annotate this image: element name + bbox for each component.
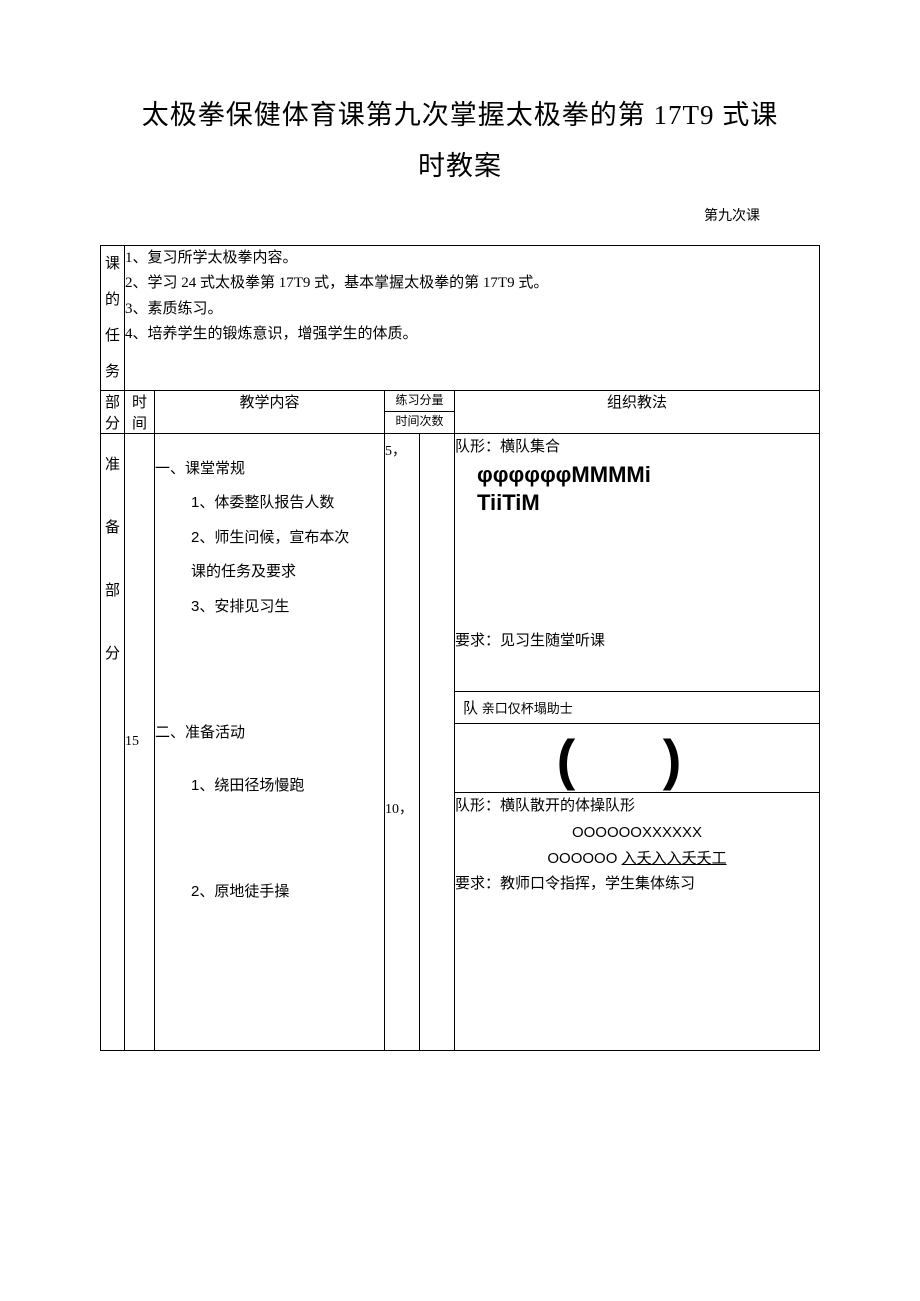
hdr-part: 部分 [101, 390, 125, 433]
method-sym1: φφφφφφMMMMi [455, 461, 819, 490]
method-ox2a: OOOOOO [547, 850, 621, 867]
task-label: 课 的 任 务 [105, 256, 120, 380]
method-m5: 要求：教师口令指挥，学生集体练习 [455, 871, 819, 898]
prep-char-3: 部 [105, 583, 120, 599]
hdr-amount: 练习分量 [385, 390, 455, 412]
hdr-time-count: 时间次数 [385, 412, 455, 434]
prep-time: 15 [125, 734, 139, 749]
method-ox2b: 入夭入入夭夭工 [622, 850, 727, 867]
parens-icon: ( ) [495, 724, 779, 792]
method-m2: 要求：见习生随堂听课 [455, 628, 819, 655]
amount-blank-cell [420, 433, 455, 1050]
method-block-2: 队 亲口仅杯塌助士 [455, 692, 819, 724]
page-title: 太极拳保健体育课第九次掌握太极拳的第 17T9 式课 时教案 [100, 90, 820, 193]
content-c5: 2、原地徒手操 [155, 875, 384, 910]
method-m1: 队形：横队集合 [455, 434, 819, 461]
prep-char-2: 备 [105, 520, 120, 536]
hdr-time: 时间 [125, 390, 155, 433]
task-content-cell: 1、复习所学太极拳内容。 2、学习 24 式太极拳第 17T9 式，基本掌握太极… [125, 245, 820, 390]
content-c3: 3、安排见习生 [155, 590, 384, 625]
teaching-content-cell: 一、课堂常规 1、体委整队报告人数 2、师生问候，宣布本次 课的任务及要求 3、… [155, 433, 385, 1050]
method-ox1: OOOOOOXXXXXX [455, 820, 819, 846]
hdr-method: 组织教法 [455, 390, 820, 433]
method-block-4: 队形：横队散开的体操队形 OOOOOOXXXXXX OOOOOO 入夭入入夭夭工… [455, 793, 819, 1039]
header-row-1: 部分 时间 教学内容 练习分量 组织教法 [101, 390, 820, 412]
content-c1: 1、体委整队报告人数 [155, 486, 384, 521]
prep-char-1: 准 [105, 457, 120, 473]
prep-char-4: 分 [105, 646, 120, 662]
class-number: 第九次课 [100, 205, 820, 225]
method-block-3: ( ) [455, 724, 819, 793]
amount-cell: 5， 10， [385, 433, 420, 1050]
content-c2b: 课的任务及要求 [155, 555, 384, 590]
task-1: 1、复习所学太极拳内容。 [125, 246, 819, 272]
task-4: 4、培养学生的锻炼意识，增强学生的体质。 [125, 322, 819, 348]
content-h2: 二、准备活动 [155, 716, 384, 751]
title-line-1: 太极拳保健体育课第九次掌握太极拳的第 17T9 式课 [100, 90, 820, 141]
prep-time-cell: 15 [125, 433, 155, 1050]
method-inner-table: 队形：横队集合 φφφφφφMMMMi TiiTiM 要求：见习生随堂听课 队 … [455, 434, 819, 1039]
content-c2: 2、师生问候，宣布本次 [155, 521, 384, 556]
task-2: 2、学习 24 式太极拳第 17T9 式，基本掌握太极拳的第 17T9 式。 [125, 271, 819, 297]
method-cell-wrapper: 队形：横队集合 φφφφφφMMMMi TiiTiM 要求：见习生随堂听课 队 … [455, 433, 820, 1050]
amount-1: 5， [385, 438, 419, 466]
hdr-content: 教学内容 [155, 390, 385, 433]
method-m3b: 亲口仅杯塌助士 [482, 701, 573, 716]
prep-label-cell: 准 备 部 分 [101, 433, 125, 1050]
method-m4: 队形：横队散开的体操队形 [455, 793, 819, 820]
amount-2: 10， [385, 796, 419, 824]
title-line-2: 时教案 [100, 141, 820, 192]
task-row: 课 的 任 务 1、复习所学太极拳内容。 2、学习 24 式太极拳第 17T9 … [101, 245, 820, 390]
method-ox2: OOOOOO 入夭入入夭夭工 [455, 846, 819, 872]
prep-row: 准 备 部 分 15 一、课堂常规 1、体委整队报告人数 2、师生问候，宣布本次… [101, 433, 820, 1050]
lesson-table: 课 的 任 务 1、复习所学太极拳内容。 2、学习 24 式太极拳第 17T9 … [100, 245, 820, 1051]
task-label-cell: 课 的 任 务 [101, 245, 125, 390]
method-block-1: 队形：横队集合 φφφφφφMMMMi TiiTiM 要求：见习生随堂听课 [455, 434, 819, 692]
content-c4: 1、绕田径场慢跑 [155, 769, 384, 804]
content-h1: 一、课堂常规 [155, 452, 384, 487]
lesson-plan-page: 太极拳保健体育课第九次掌握太极拳的第 17T9 式课 时教案 第九次课 课 的 … [0, 0, 920, 1301]
task-3: 3、素质练习。 [125, 297, 819, 323]
method-m3a: 队 [463, 701, 478, 717]
method-sym2: TiiTiM [455, 489, 819, 518]
